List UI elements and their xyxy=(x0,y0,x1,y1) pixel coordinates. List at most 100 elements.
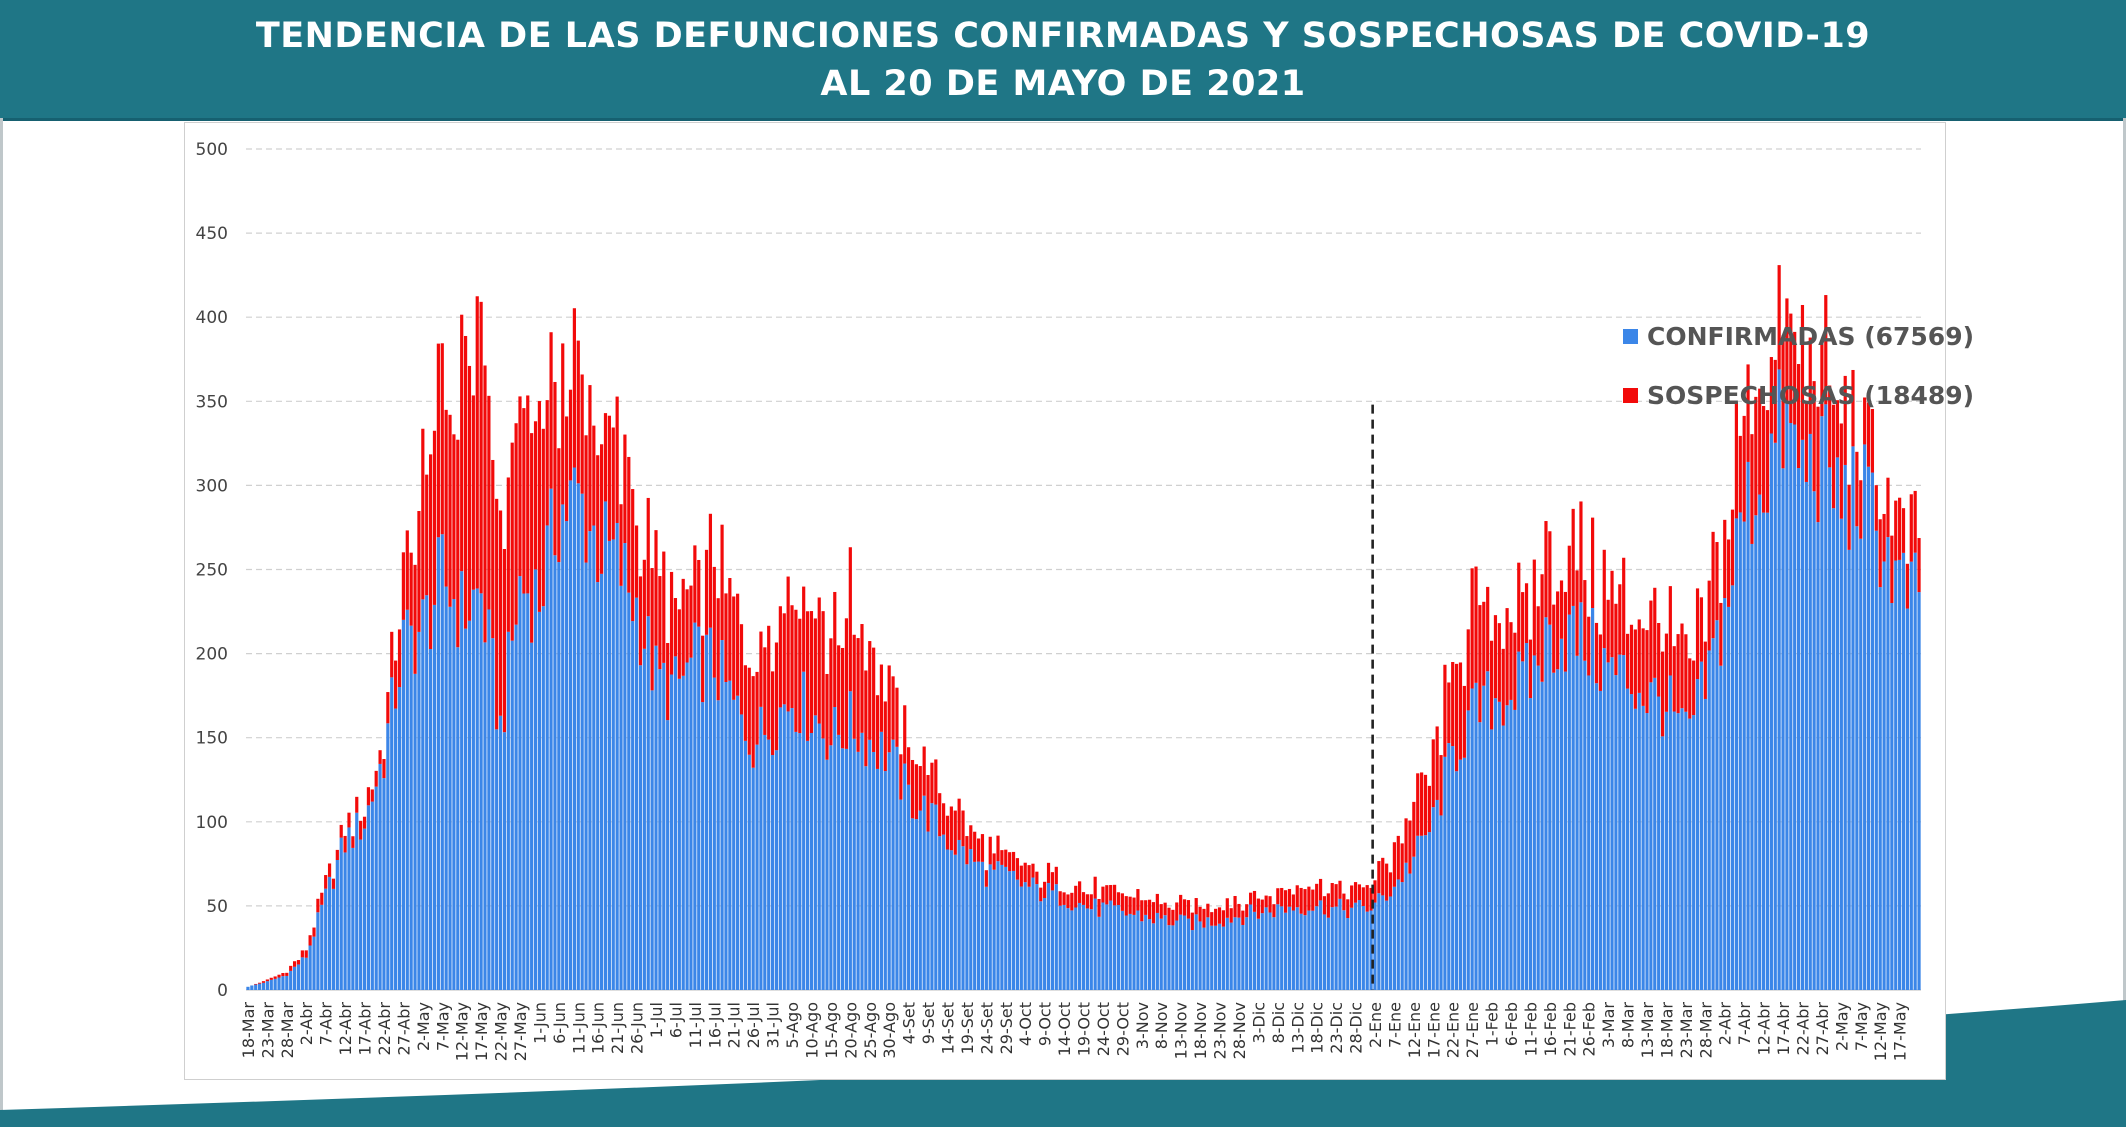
bar-suspected xyxy=(1835,400,1840,458)
bar-suspected xyxy=(677,609,681,679)
bar-suspected xyxy=(1614,603,1618,676)
bar-suspected xyxy=(1863,397,1867,445)
bar-suspected xyxy=(281,973,285,977)
bar-suspected xyxy=(1602,549,1606,649)
bar-confirmed xyxy=(1497,701,1501,990)
bar-confirmed xyxy=(510,640,514,990)
bar-confirmed xyxy=(1214,925,1218,990)
x-tick-label: 20-Ago xyxy=(841,1002,860,1059)
bar-confirmed xyxy=(390,677,394,990)
bar-suspected xyxy=(522,408,526,594)
bar-confirmed xyxy=(537,611,542,990)
bar-confirmed xyxy=(720,640,724,990)
bar-suspected xyxy=(1680,623,1684,709)
bar-confirmed xyxy=(584,562,588,990)
x-tick-label: 19-Set xyxy=(958,1002,977,1054)
x-tick-label: 23-Mar xyxy=(258,1002,277,1059)
bar-suspected xyxy=(479,301,483,594)
bar-suspected xyxy=(693,545,697,623)
bar-suspected xyxy=(533,421,538,570)
bar-suspected xyxy=(285,972,289,976)
bar-confirmed xyxy=(382,778,386,990)
bar-suspected xyxy=(362,816,367,829)
x-tick-label: 21-Feb xyxy=(1560,1002,1579,1056)
bar-confirmed xyxy=(1132,914,1136,990)
bar-suspected xyxy=(1365,885,1369,912)
bar-confirmed xyxy=(1400,882,1404,990)
x-tick-label: 14-Oct xyxy=(1055,1002,1074,1056)
bar-suspected xyxy=(1789,313,1793,423)
x-tick-label: 7-Ene xyxy=(1385,1002,1404,1048)
bar-confirmed xyxy=(918,810,922,990)
bar-confirmed xyxy=(1105,904,1109,990)
bar-suspected xyxy=(1703,641,1707,699)
bar-suspected xyxy=(1583,580,1587,661)
bar-confirmed xyxy=(405,609,409,990)
bar-confirmed xyxy=(1493,698,1498,990)
bar-confirmed xyxy=(1353,902,1358,990)
bar-confirmed xyxy=(1905,608,1909,990)
bar-confirmed xyxy=(1408,873,1412,990)
x-tick-label: 10-Ago xyxy=(802,1002,821,1059)
bar-suspected xyxy=(1276,888,1280,905)
bar-confirmed xyxy=(1276,904,1280,990)
bar-confirmed xyxy=(300,957,304,990)
bar-suspected xyxy=(1081,892,1086,905)
bar-confirmed xyxy=(1330,907,1334,990)
bar-suspected xyxy=(1629,624,1634,695)
bar-confirmed xyxy=(572,467,576,990)
bar-suspected xyxy=(300,950,304,958)
bar-confirmed xyxy=(339,837,343,990)
bar-suspected xyxy=(1575,570,1579,656)
bar-confirmed xyxy=(327,876,332,990)
bar-suspected xyxy=(1664,633,1669,712)
bar-suspected xyxy=(976,838,981,862)
bar-suspected xyxy=(1338,880,1342,899)
bar-confirmed xyxy=(1769,433,1773,990)
bar-confirmed xyxy=(1695,679,1700,990)
bar-suspected xyxy=(1015,858,1020,880)
bar-suspected xyxy=(739,624,744,715)
bar-suspected xyxy=(1046,862,1051,884)
bar-suspected xyxy=(1307,886,1311,911)
bar-confirmed xyxy=(522,593,526,990)
bar-confirmed xyxy=(273,978,277,990)
bar-confirmed xyxy=(1171,925,1175,990)
bar-confirmed xyxy=(1672,711,1676,990)
bar-confirmed xyxy=(351,847,355,990)
bar-confirmed xyxy=(250,985,254,990)
bar-suspected xyxy=(907,747,911,785)
x-tick-label: 9-Oct xyxy=(1036,1002,1055,1046)
bar-suspected xyxy=(1342,893,1346,911)
bar-confirmed xyxy=(1039,901,1043,990)
bar-confirmed xyxy=(580,493,584,990)
bar-confirmed xyxy=(425,595,429,990)
x-tick-label: 2-May xyxy=(1832,1002,1851,1051)
bar-confirmed xyxy=(1385,900,1389,990)
bar-confirmed xyxy=(852,738,856,990)
bar-confirmed xyxy=(1622,655,1626,990)
bar-suspected xyxy=(833,591,837,708)
bar-suspected xyxy=(1252,890,1257,912)
bar-confirmed xyxy=(813,715,817,990)
bar-suspected xyxy=(1505,608,1509,706)
bar-confirmed xyxy=(557,562,561,990)
bar-confirmed xyxy=(817,723,821,990)
bar-confirmed xyxy=(1287,906,1292,990)
bar-suspected xyxy=(1357,884,1362,901)
bar-confirmed xyxy=(938,836,942,990)
bar-suspected xyxy=(1031,863,1035,878)
bar-suspected xyxy=(475,296,479,589)
bar-confirmed xyxy=(1909,561,1913,990)
bar-suspected xyxy=(1765,410,1770,513)
bar-confirmed xyxy=(669,674,674,990)
bar-confirmed xyxy=(930,803,934,990)
bar-suspected xyxy=(825,673,829,760)
bar-suspected xyxy=(1855,451,1859,527)
bar-suspected xyxy=(1454,663,1459,772)
bar-confirmed xyxy=(1190,930,1194,990)
bar-suspected xyxy=(1501,648,1505,726)
bar-suspected xyxy=(308,935,312,946)
bar-confirmed xyxy=(934,804,938,990)
bar-suspected xyxy=(1027,865,1031,887)
